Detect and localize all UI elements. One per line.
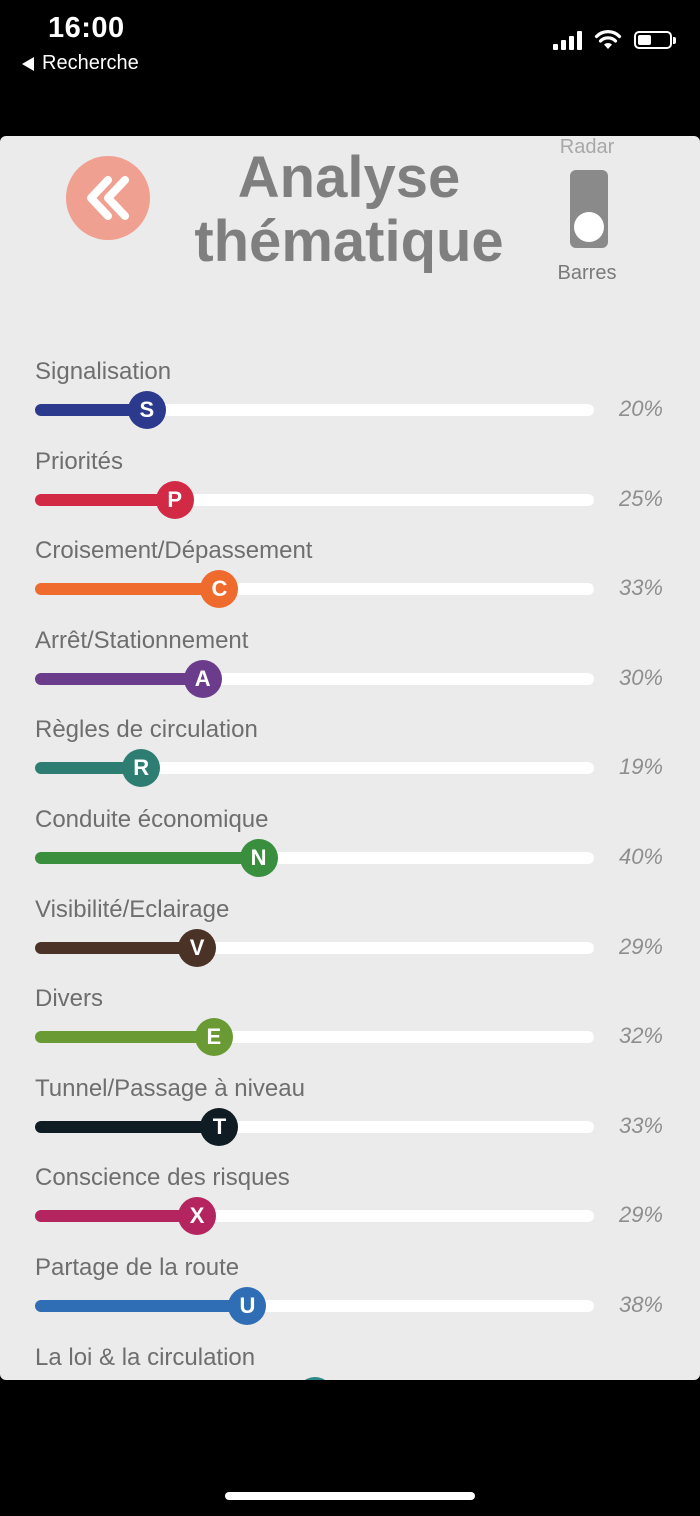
theme-percentage: 25% — [618, 485, 663, 511]
theme-row: Arrêt/Stationnement A 30% — [0, 627, 700, 717]
theme-percentage: 40% — [618, 843, 663, 869]
theme-list: Signalisation S 20% Priorités P 25% Croisement… — [0, 358, 700, 1380]
theme-row: La loi & la circulation — [0, 1344, 700, 1380]
theme-percentage: 20% — [618, 396, 663, 421]
theme-label: Règles de circulation — [35, 716, 258, 744]
slider-fill — [35, 762, 142, 775]
theme-row: Divers E 32% — [0, 985, 700, 1075]
toggle-knob — [574, 212, 604, 242]
slider-fill — [35, 404, 147, 416]
theme-slider[interactable]: R — [35, 749, 594, 788]
home-indicator[interactable] — [225, 1492, 475, 1500]
slider-thumb[interactable]: V — [178, 928, 217, 967]
slider-fill — [35, 583, 220, 596]
slider-fill — [35, 851, 259, 864]
theme-slider[interactable]: T — [35, 1107, 594, 1146]
theme-percentage: 30% — [618, 664, 663, 690]
theme-percentage: 33% — [618, 575, 663, 601]
back-button[interactable] — [66, 156, 150, 240]
slider-thumb[interactable]: U — [228, 1286, 267, 1325]
battery-icon — [634, 31, 676, 49]
theme-slider[interactable]: U — [35, 1286, 594, 1325]
theme-label: Conduite économique — [35, 805, 269, 833]
theme-label: Signalisation — [35, 358, 172, 385]
theme-label: Croisement/Dépassement — [35, 537, 313, 565]
slider-fill — [35, 1210, 198, 1223]
theme-slider[interactable]: P — [35, 480, 594, 519]
theme-label: Arrêt/Stationnement — [35, 626, 249, 654]
slider-fill — [35, 1120, 220, 1133]
theme-row: Signalisation S 20% — [0, 358, 700, 448]
slider-thumb[interactable]: T — [200, 1107, 239, 1146]
slider-thumb[interactable]: P — [155, 480, 194, 519]
back-to-app-link[interactable]: Recherche — [22, 52, 139, 75]
slider-thumb[interactable]: R — [122, 749, 161, 788]
theme-row: Règles de circulation R 19% — [0, 716, 700, 806]
slider-fill — [35, 1299, 248, 1312]
theme-slider[interactable]: X — [35, 1197, 594, 1236]
theme-row: Partage de la route U 38% — [0, 1254, 700, 1344]
theme-label: Visibilité/Eclairage — [35, 895, 230, 923]
analysis-panel: Analyse thématique Radar Barres Signalis… — [0, 136, 700, 1380]
status-icons — [553, 30, 676, 50]
slider-track — [35, 404, 594, 416]
theme-label: La loi & la circulation — [35, 1343, 256, 1371]
toggle-label-radar[interactable]: Radar — [559, 136, 615, 158]
theme-slider[interactable]: V — [35, 928, 594, 967]
view-toggle-switch[interactable] — [570, 170, 608, 248]
theme-percentage: 32% — [618, 1023, 663, 1049]
theme-percentage: 29% — [618, 1202, 663, 1228]
slider-fill — [35, 493, 175, 506]
status-time: 16:00 — [48, 12, 125, 44]
theme-row: Tunnel/Passage à niveau T 33% — [0, 1075, 700, 1165]
theme-row: Priorités P 25% — [0, 448, 700, 538]
theme-label: Divers — [35, 985, 104, 1013]
page-title-line2: thématique — [194, 209, 504, 274]
page-title-line1: Analyse — [237, 145, 461, 210]
double-chevron-left-icon — [87, 176, 129, 220]
theme-slider[interactable]: C — [35, 570, 594, 609]
theme-label: Tunnel/Passage à niveau — [35, 1074, 305, 1102]
theme-label: Partage de la route — [35, 1253, 240, 1281]
theme-row: Conscience des risques X 29% — [0, 1164, 700, 1254]
slider-thumb[interactable]: E — [194, 1018, 233, 1057]
slider-track — [35, 762, 594, 775]
back-triangle-icon — [22, 56, 34, 71]
slider-fill — [35, 941, 198, 954]
theme-row: Croisement/Dépassement C 33% — [0, 537, 700, 627]
toggle-label-bars[interactable]: Barres — [557, 262, 617, 284]
slider-fill — [35, 1031, 214, 1044]
theme-slider[interactable]: N — [35, 838, 594, 877]
slider-thumb[interactable]: C — [200, 570, 239, 609]
slider-thumb[interactable]: S — [127, 391, 166, 429]
slider-thumb[interactable]: N — [239, 838, 278, 877]
status-bar: 16:00 Recherche — [0, 0, 700, 90]
cellular-signal-icon — [553, 30, 582, 50]
theme-slider[interactable]: A — [35, 659, 594, 698]
slider-thumb[interactable]: A — [183, 659, 222, 698]
theme-slider[interactable]: S — [35, 391, 594, 429]
slider-fill — [35, 672, 203, 685]
theme-row: Conduite économique N 40% — [0, 806, 700, 896]
back-app-label: Recherche — [42, 52, 139, 74]
theme-row: Visibilité/Eclairage V 29% — [0, 896, 700, 986]
theme-percentage: 33% — [618, 1112, 663, 1138]
theme-label: Conscience des risques — [35, 1164, 290, 1192]
slider-thumb[interactable] — [295, 1376, 334, 1380]
view-toggle: Radar Barres — [546, 136, 628, 296]
slider-thumb[interactable]: X — [178, 1197, 217, 1236]
theme-slider[interactable]: E — [35, 1018, 594, 1057]
theme-percentage: 38% — [618, 1291, 663, 1317]
theme-percentage: 29% — [618, 933, 663, 959]
theme-label: Priorités — [35, 447, 124, 475]
wifi-icon — [594, 30, 622, 49]
theme-percentage: 19% — [618, 754, 663, 780]
page-title: Analyse thématique — [0, 146, 700, 274]
